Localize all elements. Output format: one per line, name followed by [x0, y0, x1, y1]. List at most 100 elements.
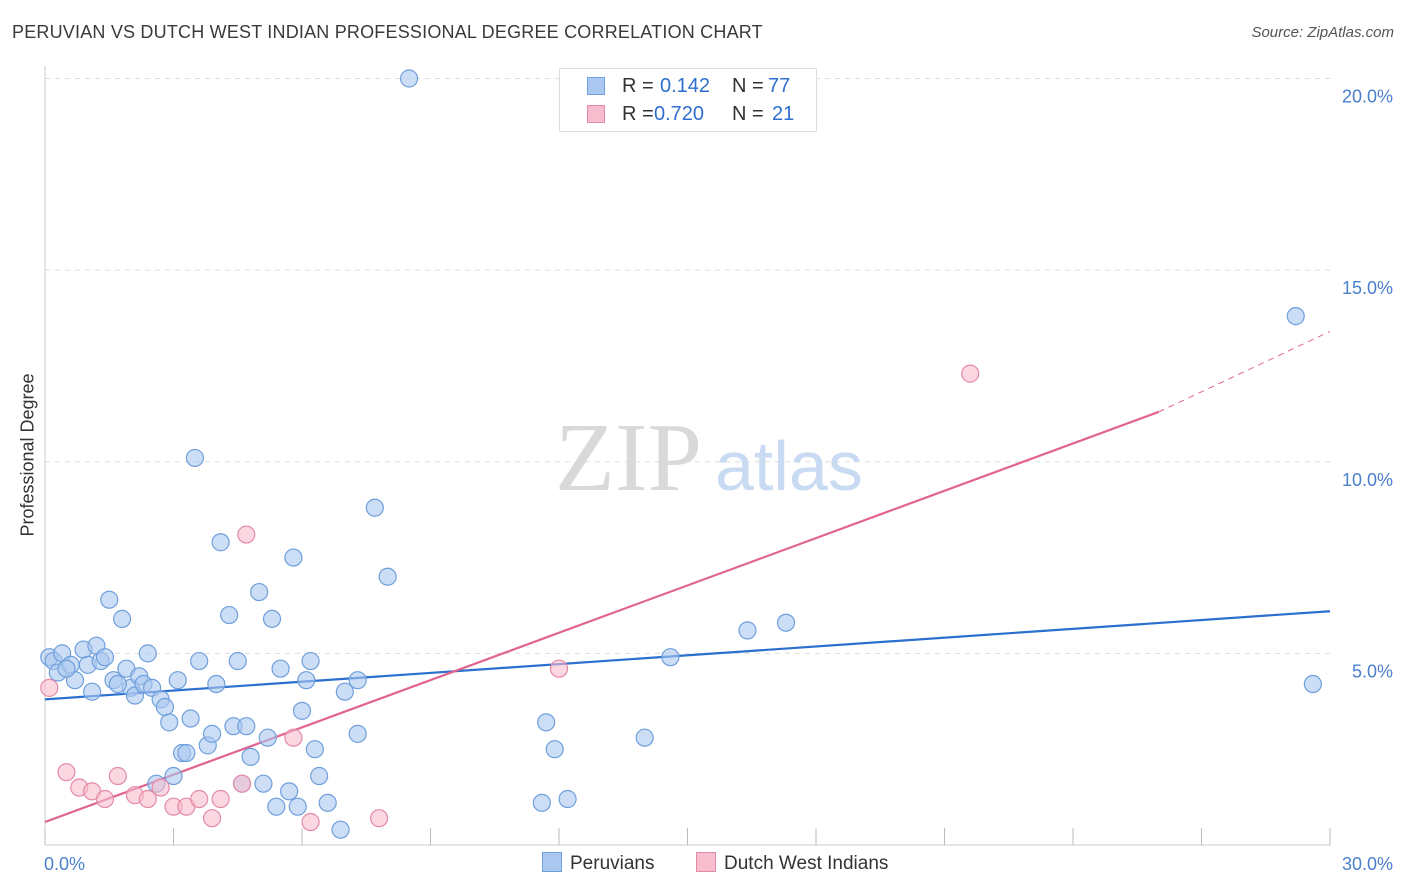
peruvian-point — [378, 567, 397, 586]
watermark-zip: ZIP — [555, 404, 702, 512]
peruvian-point — [262, 609, 282, 628]
legend-item-peruvians[interactable]: Peruvians — [542, 852, 655, 875]
dutch-point — [301, 812, 320, 832]
dutch-point — [232, 774, 252, 793]
peruvian-point — [399, 69, 419, 88]
peruvian-point — [271, 659, 290, 678]
peruvian-point — [348, 724, 367, 743]
peruvian-point — [1303, 674, 1322, 694]
dutch-point — [284, 728, 303, 747]
peruvian-point — [661, 648, 680, 667]
peruvian-point — [155, 697, 175, 717]
peruvian-point — [112, 609, 132, 628]
watermark: ZIP atlas — [555, 404, 863, 512]
watermark-atlas: atlas — [715, 427, 863, 505]
dutch-point — [370, 809, 389, 828]
dutch-trend-line — [44, 410, 1160, 824]
dutch-point — [108, 766, 127, 786]
peruvian-point — [267, 797, 286, 816]
peruvian-point — [57, 659, 76, 678]
peruvian-point — [558, 789, 577, 809]
peruvian-point — [164, 766, 183, 786]
peruvian-point — [284, 548, 303, 567]
peruvian-point — [160, 713, 179, 732]
dutch-point — [202, 809, 222, 828]
dutch-point — [57, 763, 76, 782]
r-value-dutch: 0.720 — [654, 103, 705, 125]
peruvian-point — [318, 793, 337, 812]
peruvian-point — [95, 648, 115, 667]
peruvian-point — [1286, 307, 1305, 326]
peruvian-point — [100, 590, 119, 609]
x-tick-label: 0.0% — [44, 854, 85, 874]
peruvians-legend-label: Peruvians — [570, 853, 655, 874]
dutch-legend-swatch — [696, 852, 716, 872]
peruvian-point — [241, 747, 260, 766]
dutch-legend-label: Dutch West Indians — [724, 853, 889, 874]
peruvian-point — [301, 651, 320, 671]
y-tick-label: 15.0% — [1342, 278, 1393, 298]
peruvians-trend-line — [44, 610, 1331, 701]
peruvian-point — [297, 671, 316, 690]
peruvian-point — [335, 682, 354, 701]
peruvian-point — [254, 774, 273, 793]
correlation-legend: R = 0.142 N = 77 R = 0.720 N = 21 — [559, 68, 817, 132]
source-label: Source: ZipAtlas.com — [1251, 24, 1394, 41]
dutch-point — [211, 789, 230, 809]
dutch-point — [961, 364, 980, 383]
peruvian-point — [190, 651, 209, 671]
peruvian-point — [181, 709, 200, 728]
dutch-point — [237, 525, 256, 544]
tick-labels: 5.0% 10.0% 15.0% 20.0% 0.0% 30.0% — [44, 87, 1393, 875]
dutch-point — [549, 659, 569, 678]
peruvian-point — [185, 448, 205, 468]
peruvian-point — [280, 782, 299, 801]
r-label: R = — [622, 75, 654, 97]
n-value-peruvians: 77 — [768, 75, 791, 97]
dutch-trend-extension — [1158, 330, 1331, 413]
n-value-dutch: 21 — [772, 103, 795, 125]
peruvian-point — [177, 743, 196, 763]
peruvian-point — [532, 793, 551, 812]
x-tick-label: 30.0% — [1342, 854, 1393, 874]
peruvian-point — [545, 740, 564, 759]
peruvian-point — [202, 724, 222, 743]
r-value-peruvians: 0.142 — [660, 75, 711, 97]
dutch-point — [138, 789, 157, 809]
grid-lines — [45, 78, 1330, 654]
peruvian-point — [537, 713, 556, 732]
peruvian-point — [108, 674, 127, 694]
peruvian-point — [635, 728, 654, 747]
peruvian-point — [138, 644, 157, 663]
dutch-point — [151, 778, 170, 797]
peruvian-point — [207, 674, 226, 694]
peruvian-point — [211, 533, 230, 552]
dutch-point — [190, 789, 209, 809]
peruvian-point — [365, 498, 384, 517]
y-tick-label: 10.0% — [1342, 470, 1393, 490]
peruvian-point — [250, 582, 269, 602]
peruvian-point — [776, 613, 796, 632]
peruvian-point — [237, 717, 256, 736]
peruvian-point — [168, 671, 187, 690]
peruvians-legend-swatch — [542, 852, 562, 872]
dutch-swatch — [587, 105, 605, 123]
trend-lines — [44, 330, 1331, 824]
y-tick-label: 20.0% — [1342, 87, 1393, 107]
dutch-point — [95, 789, 115, 809]
chart-title: PERUVIAN VS DUTCH WEST INDIAN PROFESSION… — [12, 22, 763, 42]
peruvian-point — [331, 820, 350, 839]
peruvians-swatch — [587, 77, 605, 95]
n-label: N = — [732, 75, 764, 97]
peruvian-point — [288, 797, 307, 816]
peruvian-point — [258, 728, 277, 747]
data-points — [40, 69, 1322, 839]
legend-item-dutch-west-indians[interactable]: Dutch West Indians — [696, 852, 888, 875]
y-tick-label: 5.0% — [1352, 661, 1393, 681]
peruvian-point — [220, 605, 239, 625]
axes — [44, 66, 1331, 846]
peruvian-point — [348, 671, 367, 690]
peruvian-point — [305, 740, 324, 759]
r-label: R = — [622, 103, 654, 125]
